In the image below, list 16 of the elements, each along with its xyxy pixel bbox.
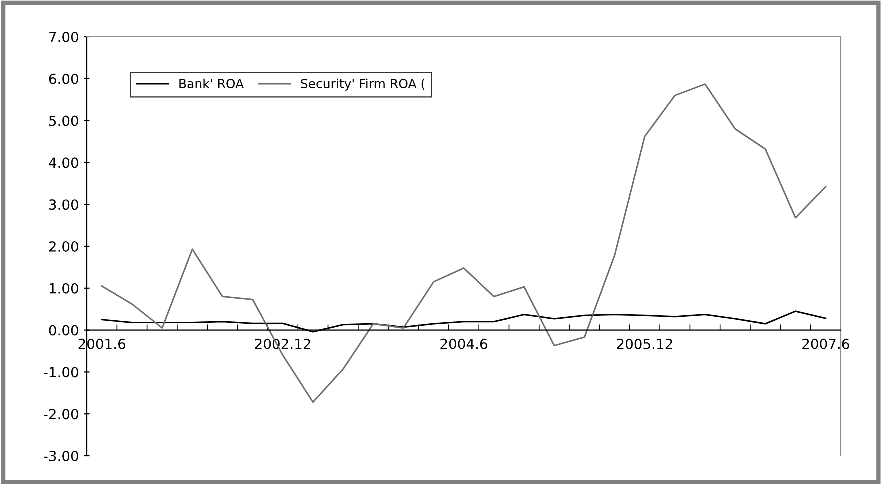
y-tick-label: 4.00 xyxy=(49,158,78,168)
y-tick-label: -2.00 xyxy=(44,409,78,420)
x-tick-label: 2007.6 xyxy=(802,338,850,350)
y-tick-label: 6.00 xyxy=(49,74,78,84)
x-tick-label: 2004.6 xyxy=(440,338,488,350)
y-tick-label: 3.00 xyxy=(49,200,78,210)
x-tick-label: 2005.12 xyxy=(617,338,672,350)
y-tick-label: -1.00 xyxy=(44,367,78,378)
legend-label: Bank' ROA xyxy=(180,78,244,89)
y-tick-label: 5.00 xyxy=(50,116,78,126)
y-tick-label: -3.00 xyxy=(44,450,78,462)
y-tick-label: 1.00 xyxy=(50,283,78,294)
y-tick-label: 0.00 xyxy=(49,325,78,336)
y-tick-label: 7.00 xyxy=(50,32,78,42)
legend-label: Security' Firm ROA ( xyxy=(301,78,425,91)
y-tick-label: 2.00 xyxy=(49,241,78,252)
